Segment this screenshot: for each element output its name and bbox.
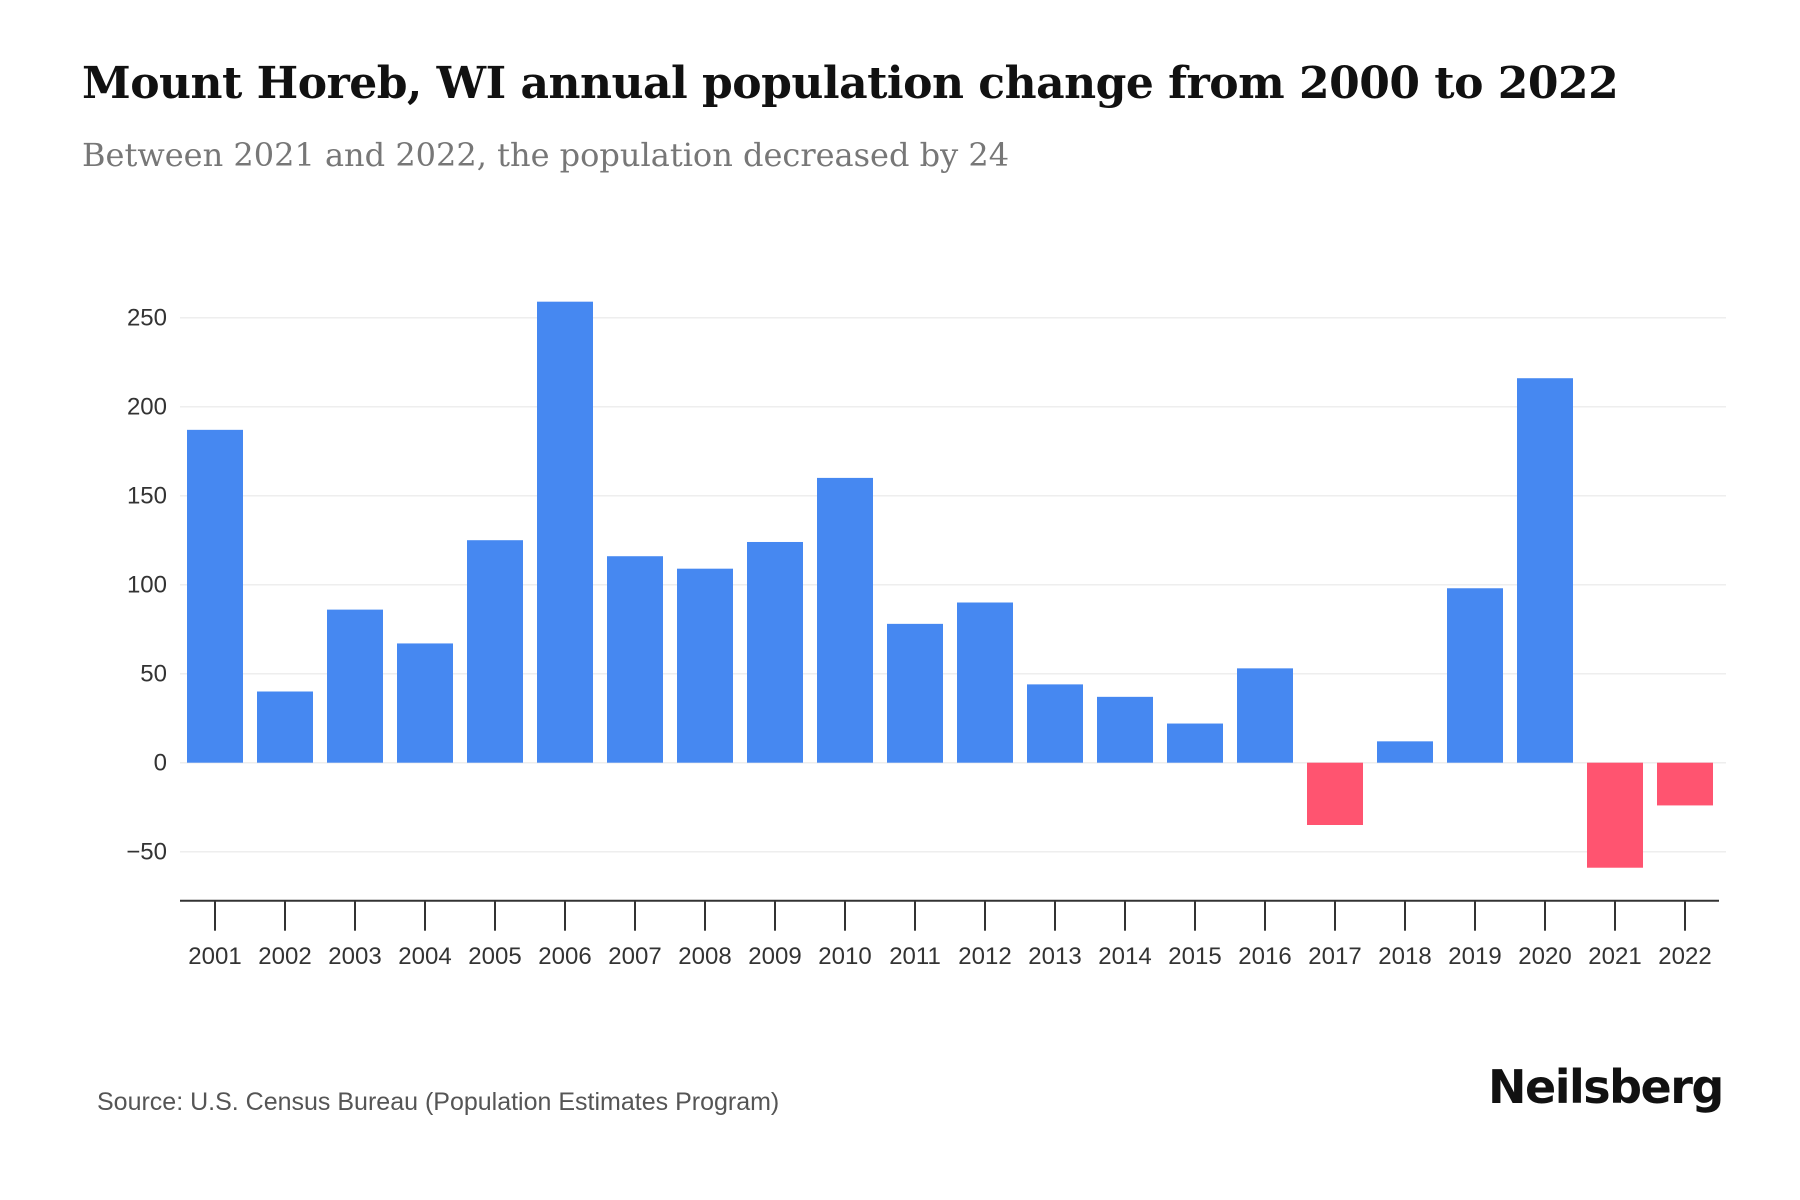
chart-title: Mount Horeb, WI annual population change…	[82, 58, 1619, 109]
source-note: Source: U.S. Census Bureau (Population E…	[97, 1088, 780, 1116]
gridlines	[180, 316, 1726, 853]
brand-logo: Neilsberg	[1488, 1060, 1724, 1114]
x-tick-label: 2008	[678, 943, 731, 970]
bar-2013	[1027, 684, 1083, 763]
y-tick-label: 150	[127, 483, 167, 510]
y-tick-label: 250	[127, 305, 167, 332]
x-tick-label: 2005	[468, 943, 521, 970]
bar-2001	[187, 429, 243, 763]
bar-2021	[1587, 762, 1643, 868]
x-tick-label: 2001	[188, 943, 241, 970]
x-tick-label: 2003	[328, 943, 381, 970]
x-tick-label: 2019	[1448, 943, 1501, 970]
x-tick-label: 2009	[748, 943, 801, 970]
x-tick-label: 2018	[1378, 943, 1431, 970]
bar-2012	[957, 602, 1013, 763]
y-tick-label: 50	[140, 661, 167, 688]
bar-2004	[397, 643, 453, 763]
x-tick-label: 2011	[889, 943, 941, 970]
y-tick-label: 200	[127, 394, 167, 421]
bars	[187, 301, 1713, 868]
bar-2014	[1097, 696, 1153, 763]
bar-2018	[1377, 741, 1433, 763]
bar-2006	[537, 301, 593, 763]
bar-2017	[1307, 762, 1363, 825]
x-tick-label: 2002	[258, 943, 311, 970]
bar-2010	[817, 477, 873, 763]
bar-2008	[677, 568, 733, 763]
x-tick-label: 2022	[1658, 943, 1711, 970]
x-tick-label: 2016	[1238, 943, 1291, 970]
bar-2003	[327, 609, 383, 763]
x-tick-label: 2012	[958, 943, 1011, 970]
bar-2020	[1517, 378, 1573, 763]
x-tick-label: 2014	[1098, 943, 1151, 970]
bar-2009	[747, 541, 803, 763]
y-tick-label: 100	[127, 572, 167, 599]
x-tick-label: 2013	[1028, 943, 1081, 970]
y-tick-label: −50	[126, 839, 167, 866]
x-tick-label: 2020	[1518, 943, 1571, 970]
bar-2005	[467, 540, 523, 763]
x-tick-label: 2015	[1168, 943, 1221, 970]
x-tick-label: 2004	[398, 943, 451, 970]
x-tick-label: 2010	[818, 943, 871, 970]
x-tick-label: 2006	[538, 943, 591, 970]
x-axis: 2001 2002 2003 2004 2005 2006 2007 2008 2009 2010…	[180, 899, 1719, 970]
bar-2016	[1237, 668, 1293, 763]
x-tick-label: 2021	[1588, 943, 1641, 970]
chart-subtitle: Between 2021 and 2022, the population de…	[82, 136, 1010, 174]
x-tick-label: 2007	[608, 943, 661, 970]
y-tick-label: 0	[154, 750, 167, 777]
bar-2022	[1657, 762, 1713, 806]
bar-2007	[607, 556, 663, 763]
x-tick-label: 2017	[1308, 943, 1361, 970]
y-axis-ticks: 250 200 150 100 50 0 −50	[126, 305, 167, 866]
bar-2019	[1447, 588, 1503, 763]
bar-2015	[1167, 723, 1223, 763]
bar-2002	[257, 691, 313, 763]
bar-2011	[887, 623, 943, 763]
